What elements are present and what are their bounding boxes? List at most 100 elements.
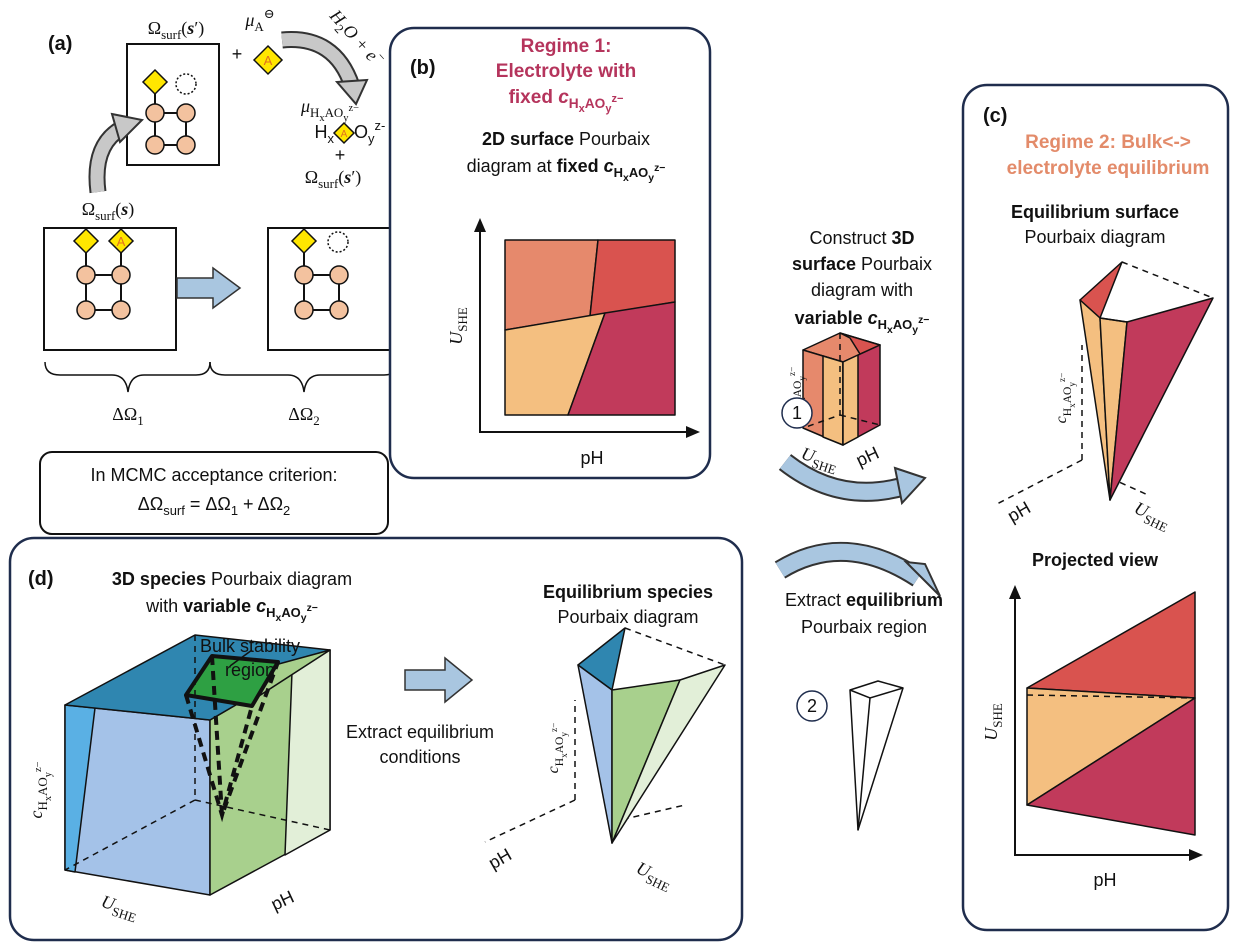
- text-part: x: [887, 325, 893, 336]
- cone-edge: [624, 627, 726, 666]
- text-part: 3D: [892, 228, 915, 248]
- text-part: z−: [1058, 373, 1068, 382]
- text-part: surf: [318, 176, 339, 191]
- regime-title: Regime 1:: [521, 36, 612, 57]
- text-part: z−: [307, 603, 318, 614]
- text-part: y: [560, 732, 570, 737]
- text-part: Construct: [809, 228, 891, 248]
- vacancy: [327, 231, 349, 253]
- text-part: diagram at: [467, 156, 557, 176]
- atom: [111, 265, 131, 285]
- text-part: H: [878, 317, 887, 332]
- region: [1026, 697, 1196, 836]
- callout-text: region: [225, 660, 275, 680]
- text-part: x: [1068, 403, 1078, 408]
- panel-a: (a) Ωsurf(s′) + μA⊖ A H2O + e− μHxAOyz− …: [39, 5, 399, 535]
- panel-text: 3D species Pourbaix diagram: [112, 569, 352, 589]
- text-part: s: [120, 199, 128, 219]
- adsorbate: [290, 227, 318, 255]
- text-part: Pourbaix: [856, 254, 932, 274]
- text-part: x: [43, 795, 54, 801]
- text-part: H: [1062, 408, 1074, 416]
- criterion-box: [39, 451, 389, 535]
- axis-arrow: [686, 426, 700, 438]
- text-part: fixed: [557, 156, 604, 176]
- step-text: Extract equilibrium: [785, 590, 943, 610]
- panel-label: (c): [983, 105, 1007, 127]
- text-part: Pourbaix diagram: [206, 569, 352, 589]
- atom: [294, 265, 314, 285]
- text-part: 2D surface: [482, 129, 574, 149]
- atom: [145, 103, 165, 123]
- panel-label: (a): [48, 33, 72, 55]
- panel-label: (b): [410, 57, 436, 79]
- text-part: O: [354, 122, 368, 142]
- axis-label: pH: [580, 448, 603, 468]
- text-part: z−: [611, 93, 623, 105]
- wedge-edge: [857, 697, 871, 831]
- text-part: ⊖: [264, 6, 275, 21]
- cube-face: [842, 354, 859, 446]
- step-text: Pourbaix region: [801, 617, 927, 637]
- text-part: s: [343, 167, 351, 187]
- text-part: + ΔΩ: [238, 494, 283, 514]
- regime-title: Regime 2: Bulk<->: [1025, 132, 1191, 153]
- text-part: y: [1068, 382, 1078, 387]
- text-part: variable: [183, 596, 256, 616]
- axes: [479, 224, 694, 433]
- equilibrium-cone: [184, 694, 254, 823]
- plus: +: [335, 145, 346, 165]
- text-part: SHE: [455, 307, 470, 332]
- regime-title: electrolyte equilibrium: [1007, 158, 1210, 179]
- panel-c: (c) Regime 2: Bulk<-> electrolyte equili…: [961, 83, 1230, 932]
- adsorbate: [332, 121, 356, 145]
- text-part: surf: [163, 503, 185, 518]
- panel-b: (b) Regime 1: Electrolyte with fixed cHx…: [388, 26, 712, 480]
- bond: [303, 274, 340, 311]
- text-part: surf: [95, 208, 116, 223]
- bond: [85, 274, 122, 311]
- arrow: [281, 33, 359, 89]
- text-part: AO: [792, 381, 804, 398]
- text-part: z−: [654, 163, 665, 174]
- text-part: 1: [137, 413, 143, 428]
- axis-dashed: [484, 799, 576, 843]
- text-part: = ΔΩ: [185, 494, 231, 514]
- species-label: Hx: [315, 122, 335, 146]
- text-part: fixed: [509, 87, 559, 108]
- wedge: [849, 680, 904, 831]
- adsorbate: [141, 68, 169, 96]
- text-part: (: [338, 167, 344, 188]
- step-text: Extract equilibrium: [346, 722, 494, 742]
- axis-label: USHE: [446, 307, 470, 345]
- bond: [154, 112, 187, 146]
- text-part: x: [276, 613, 282, 624]
- text-part: H: [310, 105, 319, 120]
- heading: Projected view: [1032, 550, 1159, 570]
- panel-text: with variable cHxAOyz−: [145, 596, 318, 624]
- text-part: ′): [351, 167, 361, 188]
- step-text: Construct 3D: [809, 228, 914, 248]
- text-part: x: [579, 103, 586, 115]
- regime-title: Electrolyte with: [496, 61, 636, 82]
- panel-label: (d): [28, 568, 54, 590]
- text-part: AO: [281, 605, 300, 620]
- adsorbate: [72, 227, 100, 255]
- atom: [329, 300, 349, 320]
- text-part: μ: [300, 96, 310, 116]
- arrow-head: [334, 78, 369, 106]
- text-part: H: [554, 758, 566, 766]
- state-box: [126, 43, 220, 166]
- text-part: (: [181, 18, 187, 39]
- text-part: 3D species: [112, 569, 206, 589]
- text-part: ): [128, 199, 134, 220]
- text-part: Ω: [148, 18, 161, 38]
- text-part: c: [545, 766, 562, 773]
- text-part: H: [569, 96, 579, 111]
- brace: [44, 361, 211, 393]
- text-part: μ: [244, 10, 254, 30]
- arrow-head: [110, 112, 145, 144]
- atom: [111, 300, 131, 320]
- region: [567, 301, 676, 416]
- atom: [76, 265, 96, 285]
